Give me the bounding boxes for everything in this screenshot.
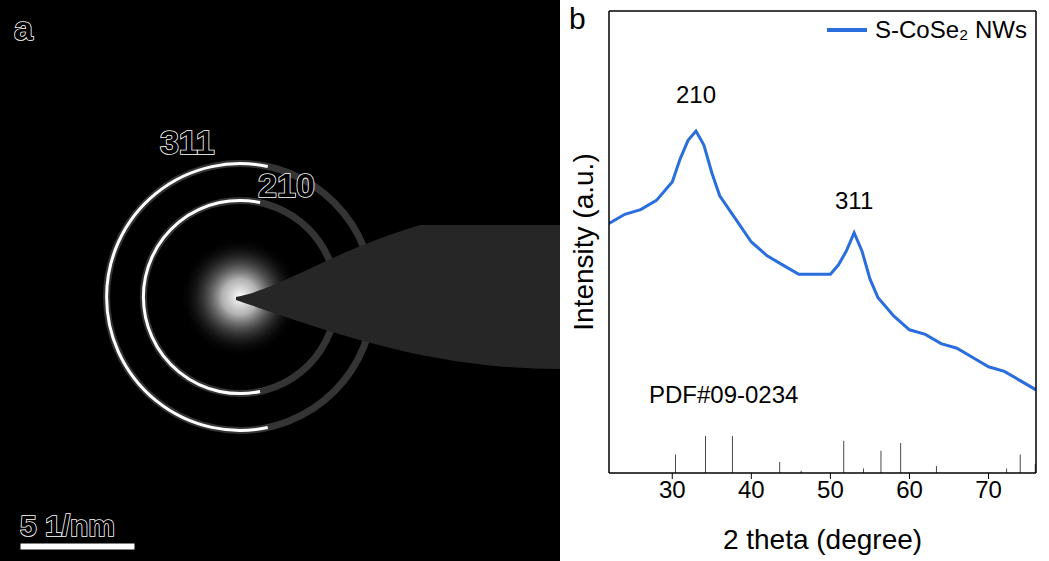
svg-text:60: 60 xyxy=(896,476,923,503)
svg-text:70: 70 xyxy=(975,476,1002,503)
svg-text:50: 50 xyxy=(817,476,844,503)
svg-text:40: 40 xyxy=(738,476,765,503)
svg-text:2 theta (degree): 2 theta (degree) xyxy=(723,524,922,555)
html-text:b: b xyxy=(569,2,586,35)
html-text:S-CoSe₂ NWs: S-CoSe₂ NWs xyxy=(875,16,1027,43)
svg-text:Intensity (a.u.): Intensity (a.u.) xyxy=(568,153,599,330)
svg-text:PDF#09-0234: PDF#09-0234 xyxy=(649,381,798,408)
svg-text:210: 210 xyxy=(258,166,315,204)
svg-text:30: 30 xyxy=(659,476,686,503)
svg-text:210: 210 xyxy=(676,81,716,108)
svg-text:5 1/nm: 5 1/nm xyxy=(20,509,115,542)
svg-text:311: 311 xyxy=(160,123,215,161)
svg-text:311: 311 xyxy=(835,187,873,214)
svg-text:a: a xyxy=(14,9,34,47)
